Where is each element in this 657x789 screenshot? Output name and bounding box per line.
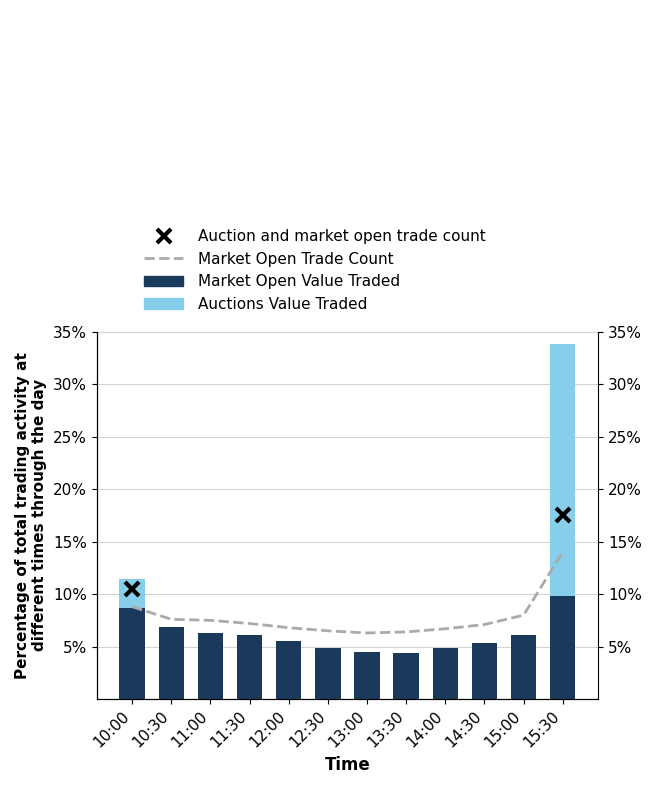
Y-axis label: Percentage of total trading activity at
different times through the day: Percentage of total trading activity at … xyxy=(15,352,47,679)
Market Open Trade Count xyxy=(559,548,567,557)
Market Open Trade Count xyxy=(168,615,175,624)
Market Open Trade Count xyxy=(442,624,449,634)
Line: Market Open Trade Count: Market Open Trade Count xyxy=(132,552,563,633)
Bar xyxy=(472,644,497,699)
Market Open Trade Count xyxy=(206,615,214,625)
Bar xyxy=(550,596,576,699)
Bar xyxy=(120,608,145,699)
Market Open Trade Count xyxy=(480,620,488,630)
Bar xyxy=(511,635,536,699)
Bar xyxy=(354,652,380,699)
Market Open Trade Count xyxy=(520,611,528,620)
Bar xyxy=(158,626,184,699)
Bar xyxy=(432,648,458,699)
Bar xyxy=(237,635,262,699)
Legend: Auction and market open trade count, Market Open Trade Count, Market Open Value : Auction and market open trade count, Mar… xyxy=(145,229,486,312)
Bar xyxy=(276,641,302,699)
Bar xyxy=(198,633,223,699)
Bar xyxy=(394,653,419,699)
Bar xyxy=(315,648,340,699)
Market Open Trade Count xyxy=(324,626,332,636)
Market Open Trade Count xyxy=(285,623,293,633)
Market Open Trade Count xyxy=(402,627,410,637)
Bar xyxy=(120,579,145,608)
Market Open Trade Count xyxy=(363,628,371,638)
X-axis label: Time: Time xyxy=(325,756,371,774)
Market Open Trade Count xyxy=(128,602,136,611)
Market Open Trade Count xyxy=(246,619,254,628)
Bar xyxy=(550,344,576,596)
